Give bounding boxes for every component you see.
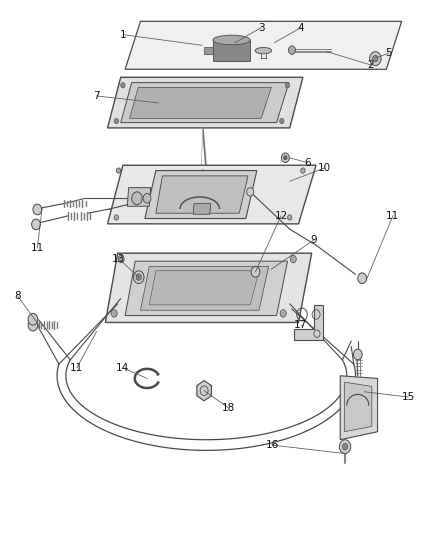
Polygon shape [107,77,302,128]
Circle shape [283,156,286,160]
Circle shape [246,188,253,196]
Circle shape [114,118,118,124]
Circle shape [357,273,366,284]
Polygon shape [127,188,150,206]
Ellipse shape [212,35,250,45]
Circle shape [136,274,141,280]
Circle shape [28,319,38,331]
Circle shape [369,52,380,66]
Circle shape [339,440,350,454]
Polygon shape [193,204,210,214]
Circle shape [342,443,347,450]
Circle shape [33,204,42,215]
Text: 2: 2 [367,60,374,70]
Polygon shape [212,40,250,61]
Circle shape [111,310,117,317]
Polygon shape [339,376,377,440]
Polygon shape [344,382,371,432]
Circle shape [28,313,38,325]
Circle shape [131,192,142,205]
Circle shape [281,153,289,163]
Text: 14: 14 [116,363,129,373]
Circle shape [133,271,144,284]
Text: 11: 11 [31,243,44,253]
Text: 16: 16 [265,440,278,450]
Circle shape [290,255,296,263]
Polygon shape [107,165,315,224]
Circle shape [287,215,291,220]
Polygon shape [140,266,268,310]
Polygon shape [197,381,211,401]
Polygon shape [149,271,258,305]
Polygon shape [125,261,287,316]
Polygon shape [120,83,288,123]
Circle shape [251,266,259,277]
Text: 9: 9 [310,235,317,245]
Text: 3: 3 [257,23,264,33]
Text: 11: 11 [70,363,83,373]
Circle shape [118,255,124,263]
Text: 13: 13 [112,254,125,263]
Text: 7: 7 [93,91,100,101]
Circle shape [288,46,295,54]
Polygon shape [145,171,256,219]
Text: 12: 12 [274,211,287,221]
Polygon shape [293,305,322,340]
Text: 4: 4 [297,23,304,33]
Polygon shape [125,21,401,69]
Polygon shape [105,253,311,322]
Circle shape [372,55,377,62]
Text: 10: 10 [318,163,331,173]
Text: 15: 15 [401,392,414,402]
Polygon shape [204,47,212,54]
Circle shape [116,168,120,173]
Text: 11: 11 [385,211,399,221]
Circle shape [279,310,286,317]
Circle shape [285,83,289,88]
Circle shape [353,349,361,360]
Ellipse shape [254,47,271,54]
Circle shape [300,168,304,173]
Text: 1: 1 [119,30,126,39]
Text: 6: 6 [303,158,310,167]
Circle shape [32,219,40,230]
Text: 5: 5 [384,49,391,58]
Circle shape [120,83,125,88]
Polygon shape [129,87,271,118]
Text: 18: 18 [221,403,234,413]
Circle shape [143,193,151,203]
Text: 8: 8 [14,291,21,301]
Polygon shape [155,176,247,213]
Circle shape [114,215,118,220]
Text: 17: 17 [293,320,307,330]
Circle shape [279,118,283,124]
